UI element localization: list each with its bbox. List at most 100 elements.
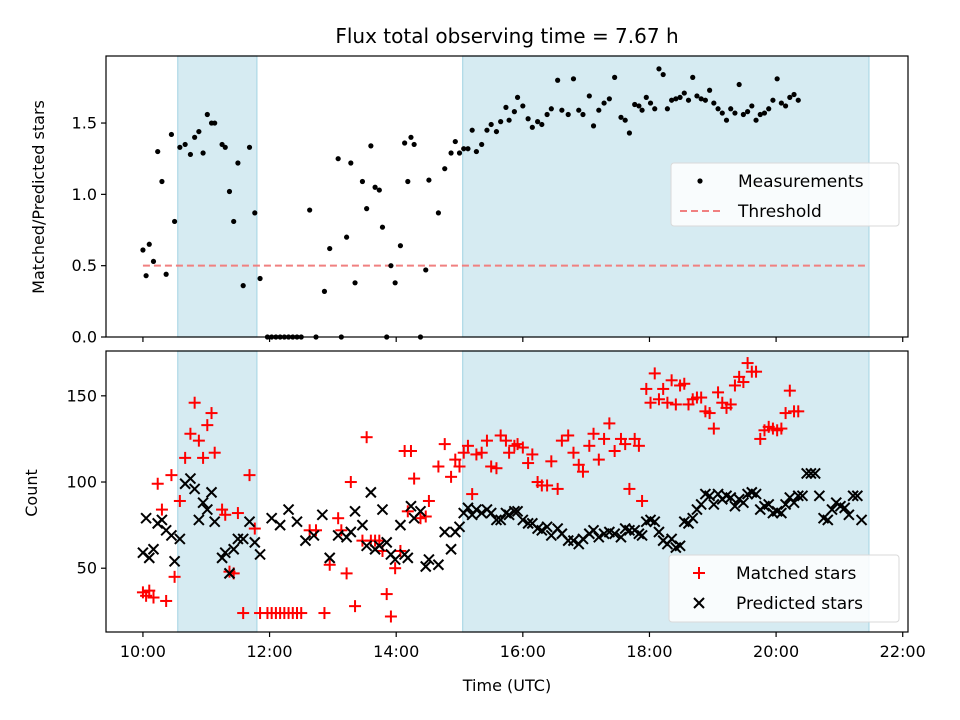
- matched-star-point: [522, 457, 535, 470]
- matched-star-point: [457, 446, 470, 459]
- bottom-legend-box: [668, 554, 900, 623]
- predicted-star-point: [205, 486, 218, 499]
- x-tick-label: 20:00: [753, 642, 799, 661]
- predicted-star-point: [536, 524, 548, 536]
- predicted-star-point: [587, 524, 600, 536]
- legend-label-measurements: Measurements: [738, 172, 864, 192]
- measurement-point: [601, 100, 607, 106]
- predicted-star-point: [445, 543, 457, 555]
- measurement-point: [392, 280, 398, 286]
- measurement-point: [484, 127, 490, 133]
- predicted-star-point: [147, 543, 160, 555]
- predicted-star-point: [453, 521, 466, 533]
- matched-star-point: [783, 384, 796, 397]
- measurement-point: [525, 116, 531, 122]
- measurement-point: [728, 106, 734, 112]
- matched-star-point: [219, 508, 232, 521]
- measurement-point: [787, 94, 793, 100]
- predicted-star-point: [826, 503, 838, 516]
- measurement-point: [171, 218, 178, 225]
- measurement-point: [503, 104, 509, 110]
- measurement-point: [257, 275, 263, 282]
- measurement-point: [204, 111, 210, 118]
- measurement-point: [702, 97, 708, 103]
- predicted-star-point: [254, 548, 266, 561]
- predicted-star-point: [282, 503, 295, 516]
- measurement-point: [795, 97, 801, 103]
- predicted-star-point: [299, 534, 312, 547]
- predicted-star-point: [608, 528, 621, 540]
- x-tick-label: 22:00: [880, 642, 926, 661]
- predicted-star-point: [365, 486, 377, 499]
- measurement-point: [656, 66, 662, 72]
- predicted-star-point: [838, 502, 851, 514]
- measurement-point: [327, 245, 333, 252]
- measurement-point: [559, 107, 565, 113]
- matched-star-point: [750, 365, 763, 378]
- x-tick-label: 14:00: [373, 642, 419, 661]
- matched-star-point: [197, 451, 210, 464]
- matched-star-point: [551, 482, 564, 495]
- predicted-star-point: [687, 512, 699, 524]
- measurement-point: [586, 93, 592, 99]
- measurement-point: [535, 119, 541, 125]
- matched-star-point: [775, 422, 788, 435]
- y-tick-label: 100: [66, 473, 97, 492]
- measurement-point: [782, 103, 789, 109]
- measurement-point: [461, 146, 467, 152]
- measurement-point: [511, 109, 517, 115]
- measurement-point: [405, 178, 411, 185]
- predicted-star-point: [822, 514, 834, 526]
- measurement-point: [159, 178, 165, 185]
- matched-star-point: [470, 448, 483, 461]
- predicted-star-point: [291, 515, 303, 528]
- matched-star-point: [503, 446, 516, 459]
- measurement-point: [576, 107, 582, 113]
- shaded-span-1: [177, 350, 258, 633]
- matched-star-point: [545, 455, 558, 468]
- matched-star-point: [480, 434, 493, 447]
- top-x-ticks: [142, 337, 904, 342]
- measurement-point: [307, 207, 313, 213]
- predicted-star-point: [729, 500, 741, 512]
- matched-star-point: [318, 607, 331, 620]
- legend-label-predicted: Predicted stars: [736, 594, 863, 614]
- measurement-point: [565, 111, 571, 118]
- measurement-point: [677, 94, 683, 100]
- matched-star-point: [332, 512, 345, 525]
- measurement-point: [226, 188, 233, 195]
- predicted-star-point: [360, 540, 373, 552]
- matched-star-point: [657, 382, 670, 395]
- predicted-star-point: [762, 498, 775, 511]
- measurement-point: [770, 97, 776, 103]
- measurement-point: [168, 131, 175, 138]
- measurement-point: [187, 151, 194, 158]
- predicted-star-point: [800, 467, 813, 480]
- predicted-star-point: [855, 514, 868, 526]
- measurement-point: [707, 87, 713, 93]
- top-y-axis-label: Matched/Predicted stars: [29, 100, 48, 294]
- matched-star-point: [335, 524, 348, 537]
- matched-star-point: [165, 469, 178, 482]
- predicted-star-point: [567, 534, 580, 547]
- matched-star-point: [414, 512, 427, 525]
- predicted-star-point: [265, 512, 278, 524]
- measurement-point: [192, 134, 198, 140]
- measurement-point: [681, 90, 687, 96]
- predicted-star-point: [851, 490, 864, 502]
- predicted-star-point: [143, 552, 155, 564]
- measurement-point: [488, 121, 494, 128]
- y-tick-label: 50: [77, 559, 97, 578]
- measurement-point: [335, 156, 341, 162]
- predicted-star-point: [788, 496, 800, 509]
- matched-star-point: [340, 567, 353, 580]
- matched-star-point: [526, 448, 539, 461]
- predicted-star-point: [389, 553, 401, 566]
- measurement-point: [660, 71, 666, 78]
- matched-star-point: [707, 422, 720, 435]
- measurement-point: [348, 160, 354, 166]
- measurement-point: [740, 111, 746, 118]
- predicted-star-point: [503, 509, 515, 521]
- legend-label-matched: Matched stars: [736, 564, 856, 584]
- measurement-point: [622, 117, 628, 123]
